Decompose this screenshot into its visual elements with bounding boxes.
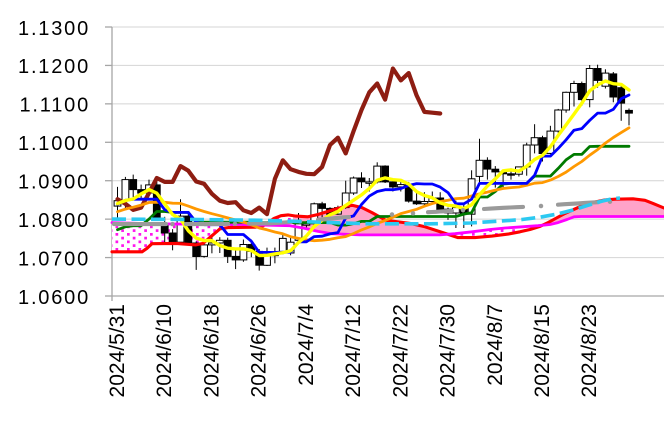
svg-text:1.1300: 1.1300 <box>18 18 90 40</box>
svg-text:2024/7/4: 2024/7/4 <box>295 304 318 386</box>
svg-text:2024/8/23: 2024/8/23 <box>578 304 601 397</box>
svg-text:2024/6/26: 2024/6/26 <box>248 304 271 397</box>
svg-text:1.1100: 1.1100 <box>20 95 91 117</box>
svg-text:2024/7/22: 2024/7/22 <box>389 304 412 397</box>
svg-text:2024/7/30: 2024/7/30 <box>437 304 460 397</box>
svg-text:2024/8/15: 2024/8/15 <box>531 304 554 397</box>
svg-text:1.0700: 1.0700 <box>18 248 90 270</box>
svg-text:1.1000: 1.1000 <box>18 133 90 155</box>
svg-text:2024/6/18: 2024/6/18 <box>200 304 223 397</box>
svg-text:1.1200: 1.1200 <box>18 56 90 78</box>
svg-text:2024/5/31: 2024/5/31 <box>106 304 129 397</box>
svg-text:2024/6/10: 2024/6/10 <box>153 304 176 397</box>
svg-text:2024/7/12: 2024/7/12 <box>342 304 365 397</box>
svg-text:1.0900: 1.0900 <box>18 171 90 193</box>
svg-text:1.0600: 1.0600 <box>18 287 90 309</box>
svg-text:1.0800: 1.0800 <box>18 210 90 232</box>
svg-text:2024/8/7: 2024/8/7 <box>484 304 507 386</box>
